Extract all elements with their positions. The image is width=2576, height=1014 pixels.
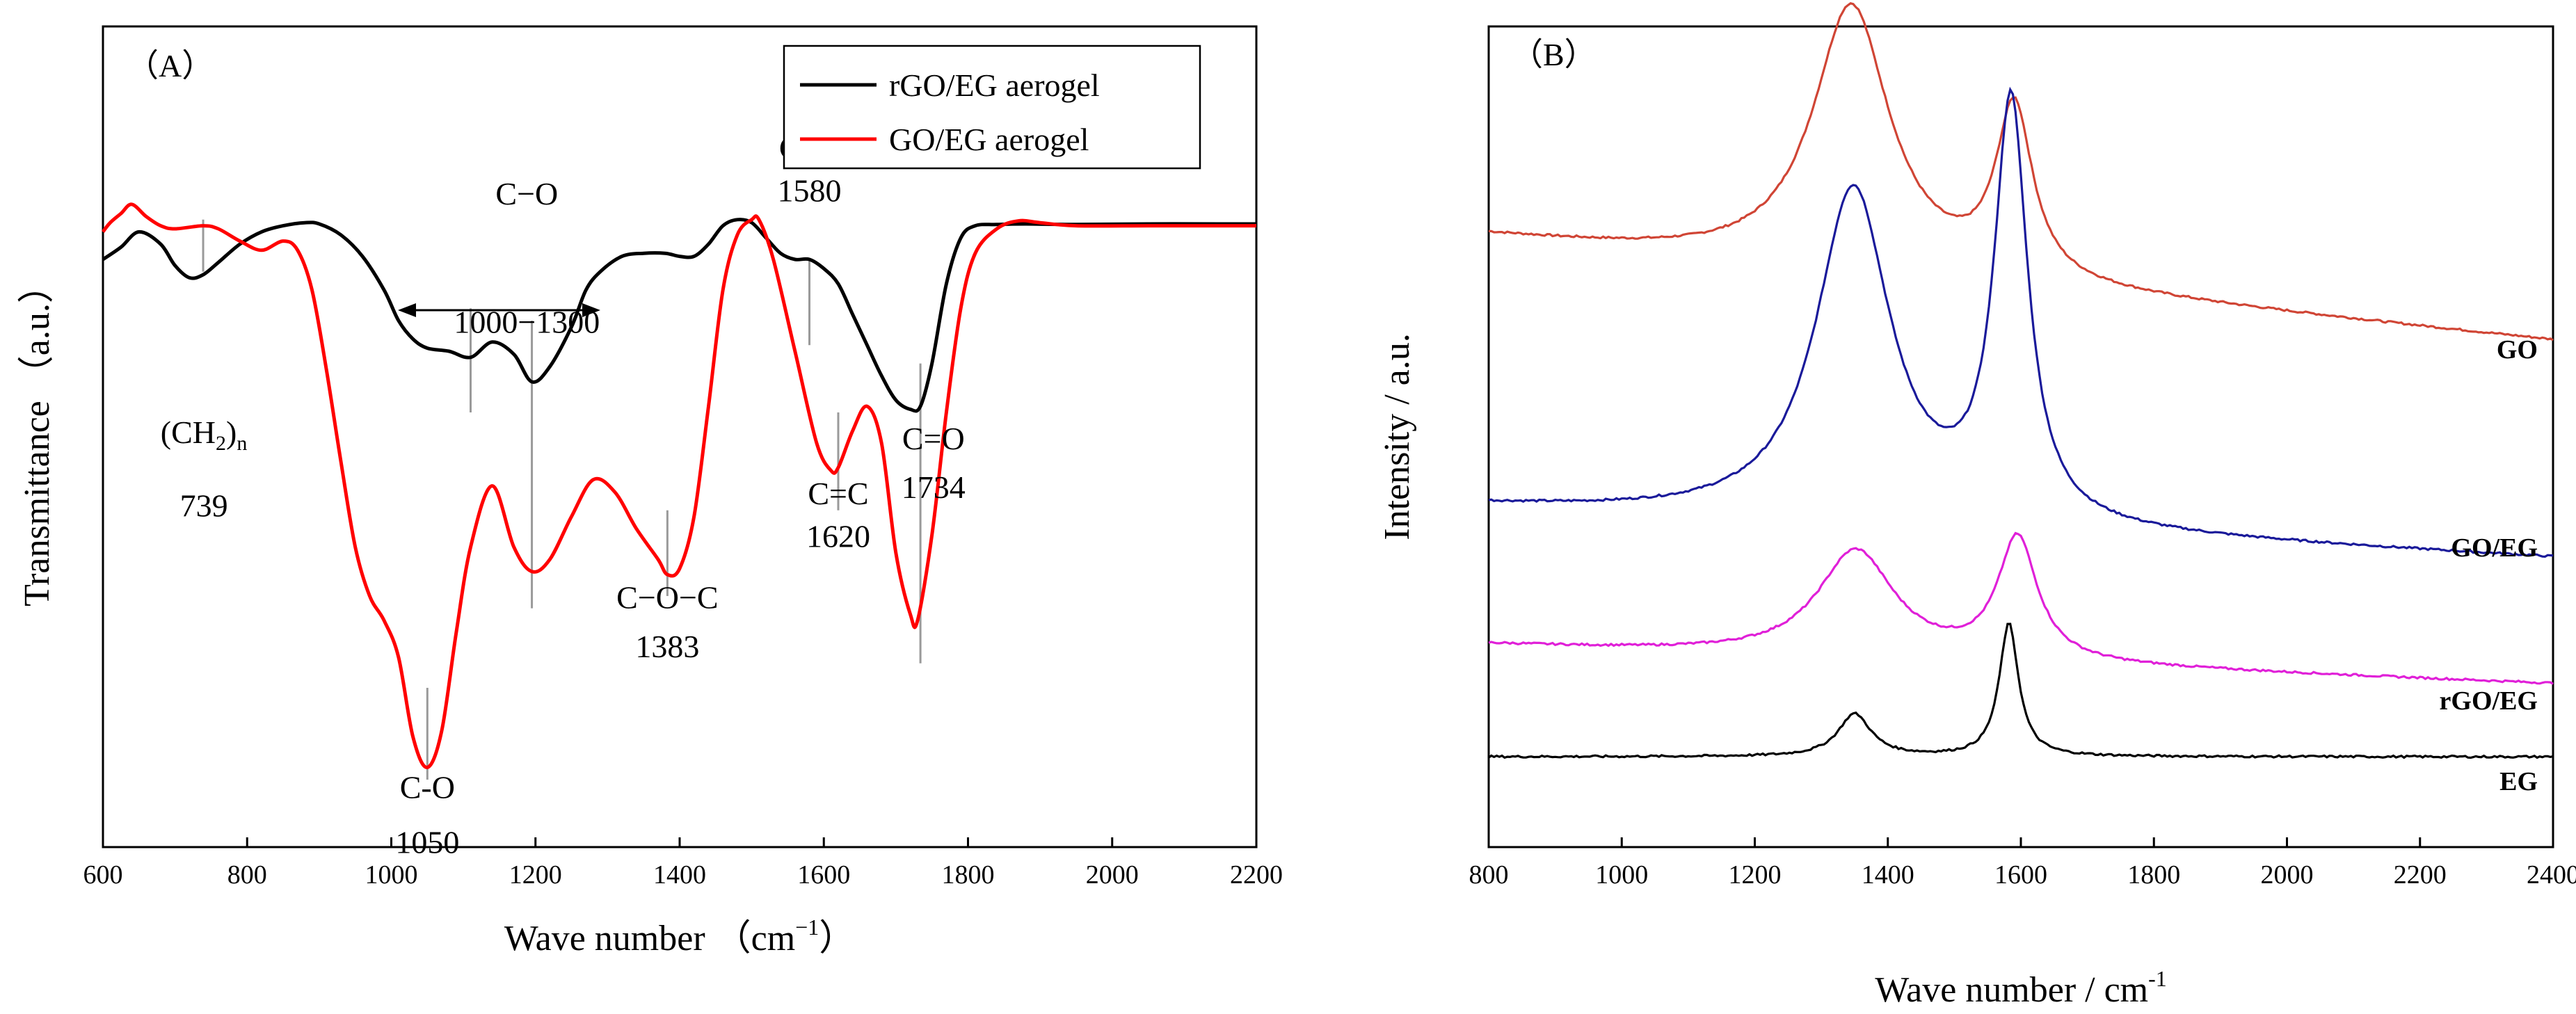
- panel-a-label: （A）: [127, 48, 214, 83]
- peak-annotation: 1383: [635, 629, 699, 664]
- peak-annotation: C=O: [902, 421, 965, 456]
- x-tick-label: 1400: [653, 860, 706, 890]
- legend-label-rgo-eg: rGO/EG aerogel: [889, 67, 1100, 103]
- x-tick-label: 1600: [1994, 860, 2047, 890]
- panel-b-x-ticks: 800 1000 1200 1400 1600 1800 2000 2200 2400: [1469, 837, 2576, 890]
- panel-b-series: [1488, 2, 2554, 759]
- panel-b-y-axis-label: Intensity / a.u.: [1377, 333, 1417, 540]
- x-tick-label: 1800: [2127, 860, 2180, 890]
- panel-a: 600 800 1000 1200 1400 1600 1800 2000 2200 C−O 10…: [17, 25, 1283, 958]
- x-tick-label: 1400: [1862, 860, 1914, 890]
- trace-label: EG: [2499, 767, 2538, 796]
- x-tick-label: 1000: [1595, 860, 1648, 890]
- x-tick-label: 2400: [2527, 860, 2576, 890]
- peak-annotation: (CH2)n: [161, 415, 248, 455]
- panel-a-x-axis-label: Wave number （cm−1）: [504, 915, 856, 958]
- trace-label: GO: [2497, 335, 2538, 364]
- peak-annotation: 1734: [902, 469, 966, 505]
- series-line-rgo-eg-aerogel: [102, 218, 1256, 413]
- spectrum-rgo-eg: [1488, 531, 2554, 685]
- series-line-go-eg-aerogel: [101, 202, 1256, 769]
- spectrum-eg: [1488, 622, 2554, 759]
- x-tick-label: 1800: [942, 860, 995, 890]
- legend-box: [783, 45, 1201, 170]
- panel-b-trace-labels: GO GO/EG rGO/EG EG: [2440, 335, 2538, 796]
- spectrum-go: [1488, 2, 2554, 341]
- peak-annotation: 739: [180, 488, 228, 524]
- legend-label-go-eg: GO/EG aerogel: [889, 122, 1089, 157]
- panel-a-series: [101, 202, 1256, 769]
- x-tick-label: 600: [83, 860, 123, 890]
- x-tick-label: 800: [227, 860, 267, 890]
- panel-a-annotations: C−O1000−1300(CH2)n739C=C1580C=C1620C=O17…: [161, 130, 966, 860]
- x-tick-label: 1000: [365, 860, 418, 890]
- peak-annotation: 1050: [395, 825, 459, 860]
- peak-annotation: 1580: [778, 172, 842, 208]
- peak-annotation: C−O: [495, 176, 558, 211]
- legend-a: rGO/EG aerogel GO/EG aerogel: [783, 45, 1201, 170]
- x-tick-label: 2000: [1086, 860, 1139, 890]
- panel-b-frame: [1487, 25, 2554, 848]
- x-tick-label: 1200: [1729, 860, 1782, 890]
- panel-b-x-axis-label: Wave number / cm-1: [1875, 966, 2167, 1010]
- x-tick-label: 1200: [509, 860, 562, 890]
- peak-annotation: C=C: [808, 476, 868, 511]
- trace-label: GO/EG: [2451, 533, 2538, 563]
- x-tick-label: 1600: [797, 860, 850, 890]
- panel-a-y-axis-label: Transmittance （a.u.）: [17, 267, 57, 606]
- trace-label: rGO/EG: [2440, 686, 2538, 716]
- x-tick-label: 2200: [1230, 860, 1283, 890]
- panel-a-x-ticks: 600 800 1000 1200 1400 1600 1800 2000 2200: [83, 837, 1283, 890]
- peak-annotation: C−O−C: [616, 580, 718, 615]
- peak-annotation: C-O: [400, 769, 455, 805]
- panel-b: 800 1000 1200 1400 1600 1800 2000 2200 2400 GOGO…: [1377, 2, 2576, 1010]
- peak-annotation: 1620: [806, 519, 870, 554]
- x-tick-label: 2200: [2394, 860, 2447, 890]
- range-arrow-c-o: [398, 303, 600, 317]
- x-tick-label: 2000: [2261, 860, 2314, 890]
- spectrum-go-eg: [1488, 86, 2554, 558]
- panel-b-label: （B）: [1511, 37, 1597, 72]
- x-tick-label: 800: [1469, 860, 1509, 890]
